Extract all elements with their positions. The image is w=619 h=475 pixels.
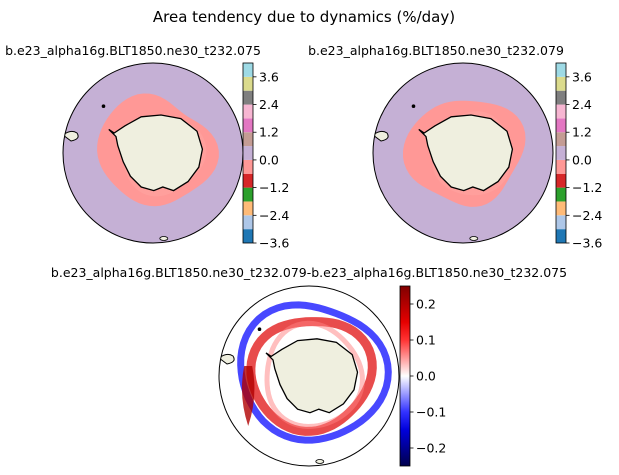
colorbar-segment — [243, 173, 253, 188]
south-america-tip — [373, 130, 389, 142]
panel-1-map — [62, 62, 244, 244]
colorbar-tick-label: 0.1 — [416, 333, 436, 348]
colorbar-tick-label: −2.4 — [259, 208, 289, 223]
colorbar-segment — [243, 118, 253, 133]
island — [315, 459, 325, 464]
colorbar-tick-label: −0.1 — [416, 405, 446, 420]
colorbar-segment — [243, 104, 253, 119]
colorbar-segment — [243, 187, 253, 202]
colorbar-tick-label: 0.0 — [572, 152, 592, 167]
colorbar-segment — [243, 229, 253, 243]
colorbar-tick-label: 3.6 — [572, 69, 592, 84]
colorbar-frame — [242, 62, 254, 244]
colorbar-segment — [556, 146, 566, 160]
colorbar-segment — [243, 76, 253, 91]
colorbar-segment — [243, 146, 253, 160]
colorbar-gradient — [399, 285, 411, 467]
colorbar-segment — [556, 215, 566, 230]
negative-difference-band — [237, 301, 392, 444]
colorbar-segment — [556, 187, 566, 202]
island-dot — [257, 327, 262, 332]
colorbar-segment — [243, 90, 253, 105]
colorbar-tick-label: −1.2 — [572, 180, 602, 195]
island-dot — [411, 104, 416, 108]
colorbar-segment — [243, 215, 253, 230]
panel-2-colorbar: −3.6 −2.4 −1.2 0.0 1.2 2.4 3.6 — [555, 62, 602, 251]
colorbar-segment — [556, 132, 566, 147]
colorbar-tick-label: −2.4 — [572, 208, 602, 223]
strong-positive-patch — [241, 366, 255, 426]
panel-3-title: b.e23_alpha16g.BLT1850.ne30_t232.079-b.e… — [51, 265, 567, 280]
colorbar-tick-label: −3.6 — [259, 236, 289, 251]
colorbar-segment — [243, 159, 253, 174]
colorbar-tick-label: −3.6 — [572, 236, 602, 251]
colorbar-segment — [556, 201, 566, 216]
colorbar-segment — [243, 132, 253, 147]
island — [159, 236, 169, 241]
colorbar-segment — [556, 173, 566, 188]
panel-1-title: b.e23_alpha16g.BLT1850.ne30_t232.075 — [5, 43, 261, 58]
panel-2-map — [372, 62, 554, 244]
south-america-tip — [219, 353, 235, 365]
figure-suptitle: Area tendency due to dynamics (%/day) — [153, 8, 455, 26]
colorbar-tick-label: 0.2 — [416, 297, 436, 312]
panel-3-map — [218, 285, 400, 467]
colorbar-segment — [556, 76, 566, 91]
colorbar-tick-label: 3.6 — [259, 69, 279, 84]
map-boundary — [372, 62, 554, 244]
colorbar-segment — [556, 90, 566, 105]
colorbar-tick-label: −0.2 — [416, 441, 446, 456]
south-america-tip — [63, 130, 79, 142]
antarctica-landmass — [418, 114, 514, 192]
colorbar-tick-label: 2.4 — [572, 97, 592, 112]
colorbar-segment — [556, 229, 566, 243]
panel-3-colorbar: −0.2 −0.1 0.0 0.1 0.2 — [399, 285, 446, 467]
colorbar-tick-label: 0.0 — [259, 152, 279, 167]
antarctica-landmass — [265, 338, 359, 414]
colorbar-segment — [556, 118, 566, 133]
colorbar-tick-label: 0.0 — [416, 369, 436, 384]
panel-2-title: b.e23_alpha16g.BLT1850.ne30_t232.079 — [308, 43, 564, 58]
colorbar-tick-label: 1.2 — [259, 125, 279, 140]
colorbar-frame — [555, 62, 567, 244]
colorbar-tick-label: −1.2 — [259, 180, 289, 195]
colorbar-segment — [556, 104, 566, 119]
antarctica-landmass — [108, 114, 204, 192]
difference-detail — [264, 320, 365, 430]
colorbar-tick-label: 1.2 — [572, 125, 592, 140]
colorbar-segment — [556, 159, 566, 174]
colorbar-segment — [243, 201, 253, 216]
colorbar-segment — [556, 63, 566, 77]
island-dot — [101, 104, 106, 108]
panel-1-colorbar: −3.6 −2.4 −1.2 0.0 1.2 2.4 3.6 — [242, 62, 289, 251]
island — [469, 236, 479, 241]
colorbar-tick-label: 2.4 — [259, 97, 279, 112]
map-boundary — [218, 285, 400, 467]
colorbar-segment — [243, 63, 253, 77]
